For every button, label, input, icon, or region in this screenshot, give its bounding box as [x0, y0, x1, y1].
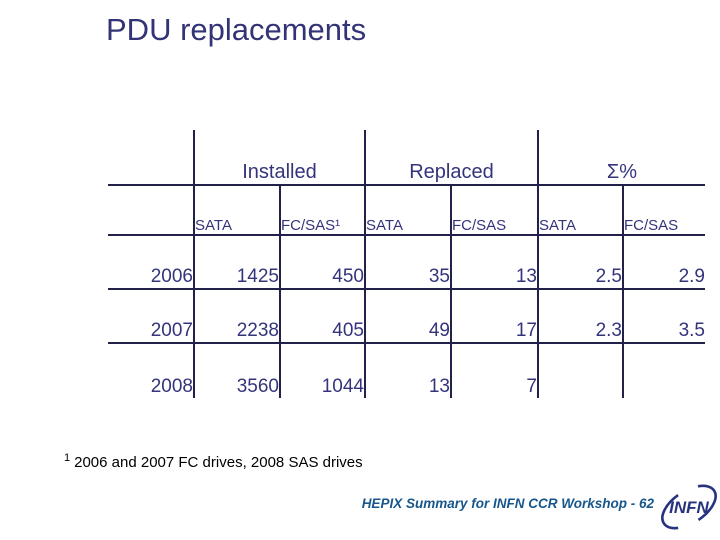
cell-value: 49 [364, 289, 451, 344]
corner-cell [108, 130, 194, 186]
cell-value: 3560 [193, 343, 280, 398]
cell-value: 13 [364, 343, 451, 398]
col-header-sigma-sata: SATA [537, 185, 623, 236]
col-header-sigma-fcsas: FC/SAS [622, 185, 705, 236]
pdu-replacements-table: Installed Replaced Σ% SATA FC/SAS¹ SATA … [108, 130, 705, 398]
row-label-year: 2007 [108, 289, 194, 344]
cell-value: 2238 [193, 289, 280, 344]
col-header-replaced-fcsas: FC/SAS [450, 185, 538, 236]
footnote-text: 2006 and 2007 FC drives, 2008 SAS drives [74, 454, 363, 471]
cell-value: 35 [364, 235, 451, 290]
cell-value: 7 [450, 343, 538, 398]
group-header-replaced: Replaced [364, 130, 538, 186]
cell-value [537, 343, 623, 398]
cell-value: 2.5 [537, 235, 623, 290]
cell-value: 1425 [193, 235, 280, 290]
group-header-installed: Installed [193, 130, 365, 186]
infn-logo: INFN [661, 484, 717, 530]
table-row-2006: 2006 1425 450 35 13 2.5 2.9 [108, 235, 705, 290]
cell-value: 3.5 [622, 289, 705, 344]
row-label-year: 2008 [150, 376, 193, 397]
cell-value: 17 [450, 289, 538, 344]
group-header-sigma-pct: Σ% [537, 130, 705, 186]
subheader-row: SATA FC/SAS¹ SATA FC/SAS SATA FC/SAS [108, 185, 705, 236]
page-title: PDU replacements [106, 12, 367, 47]
cell-value [622, 343, 705, 398]
empty-cell [108, 185, 194, 236]
col-header-installed-fcsas: FC/SAS¹ [279, 185, 365, 236]
footnote: 1 2006 and 2007 FC drives, 2008 SAS drive… [64, 452, 363, 471]
table-row-2008: 2008 3560 1044 13 7 [108, 343, 705, 398]
cell-value: 450 [279, 235, 365, 290]
table-row-2007: 2007 2238 405 49 17 2.3 3.5 [108, 289, 705, 344]
row-label-year: 2006 [108, 235, 194, 290]
cell-value: 405 [279, 289, 365, 344]
group-header-row: Installed Replaced Σ% [108, 130, 705, 186]
cell-value: 2.3 [537, 289, 623, 344]
infn-logo-text: INFN [669, 498, 709, 517]
cell-value: 1044 [279, 343, 365, 398]
infn-orbit-arcs [661, 484, 717, 530]
cell-value: 13 [450, 235, 538, 290]
col-header-installed-sata: SATA [193, 185, 280, 236]
slide-footer: HEPIX Summary for INFN CCR Workshop - 62 [361, 496, 654, 511]
col-header-replaced-sata: SATA [364, 185, 451, 236]
cell-value: 2.9 [622, 235, 705, 290]
footnote-marker: 1 [64, 452, 71, 464]
